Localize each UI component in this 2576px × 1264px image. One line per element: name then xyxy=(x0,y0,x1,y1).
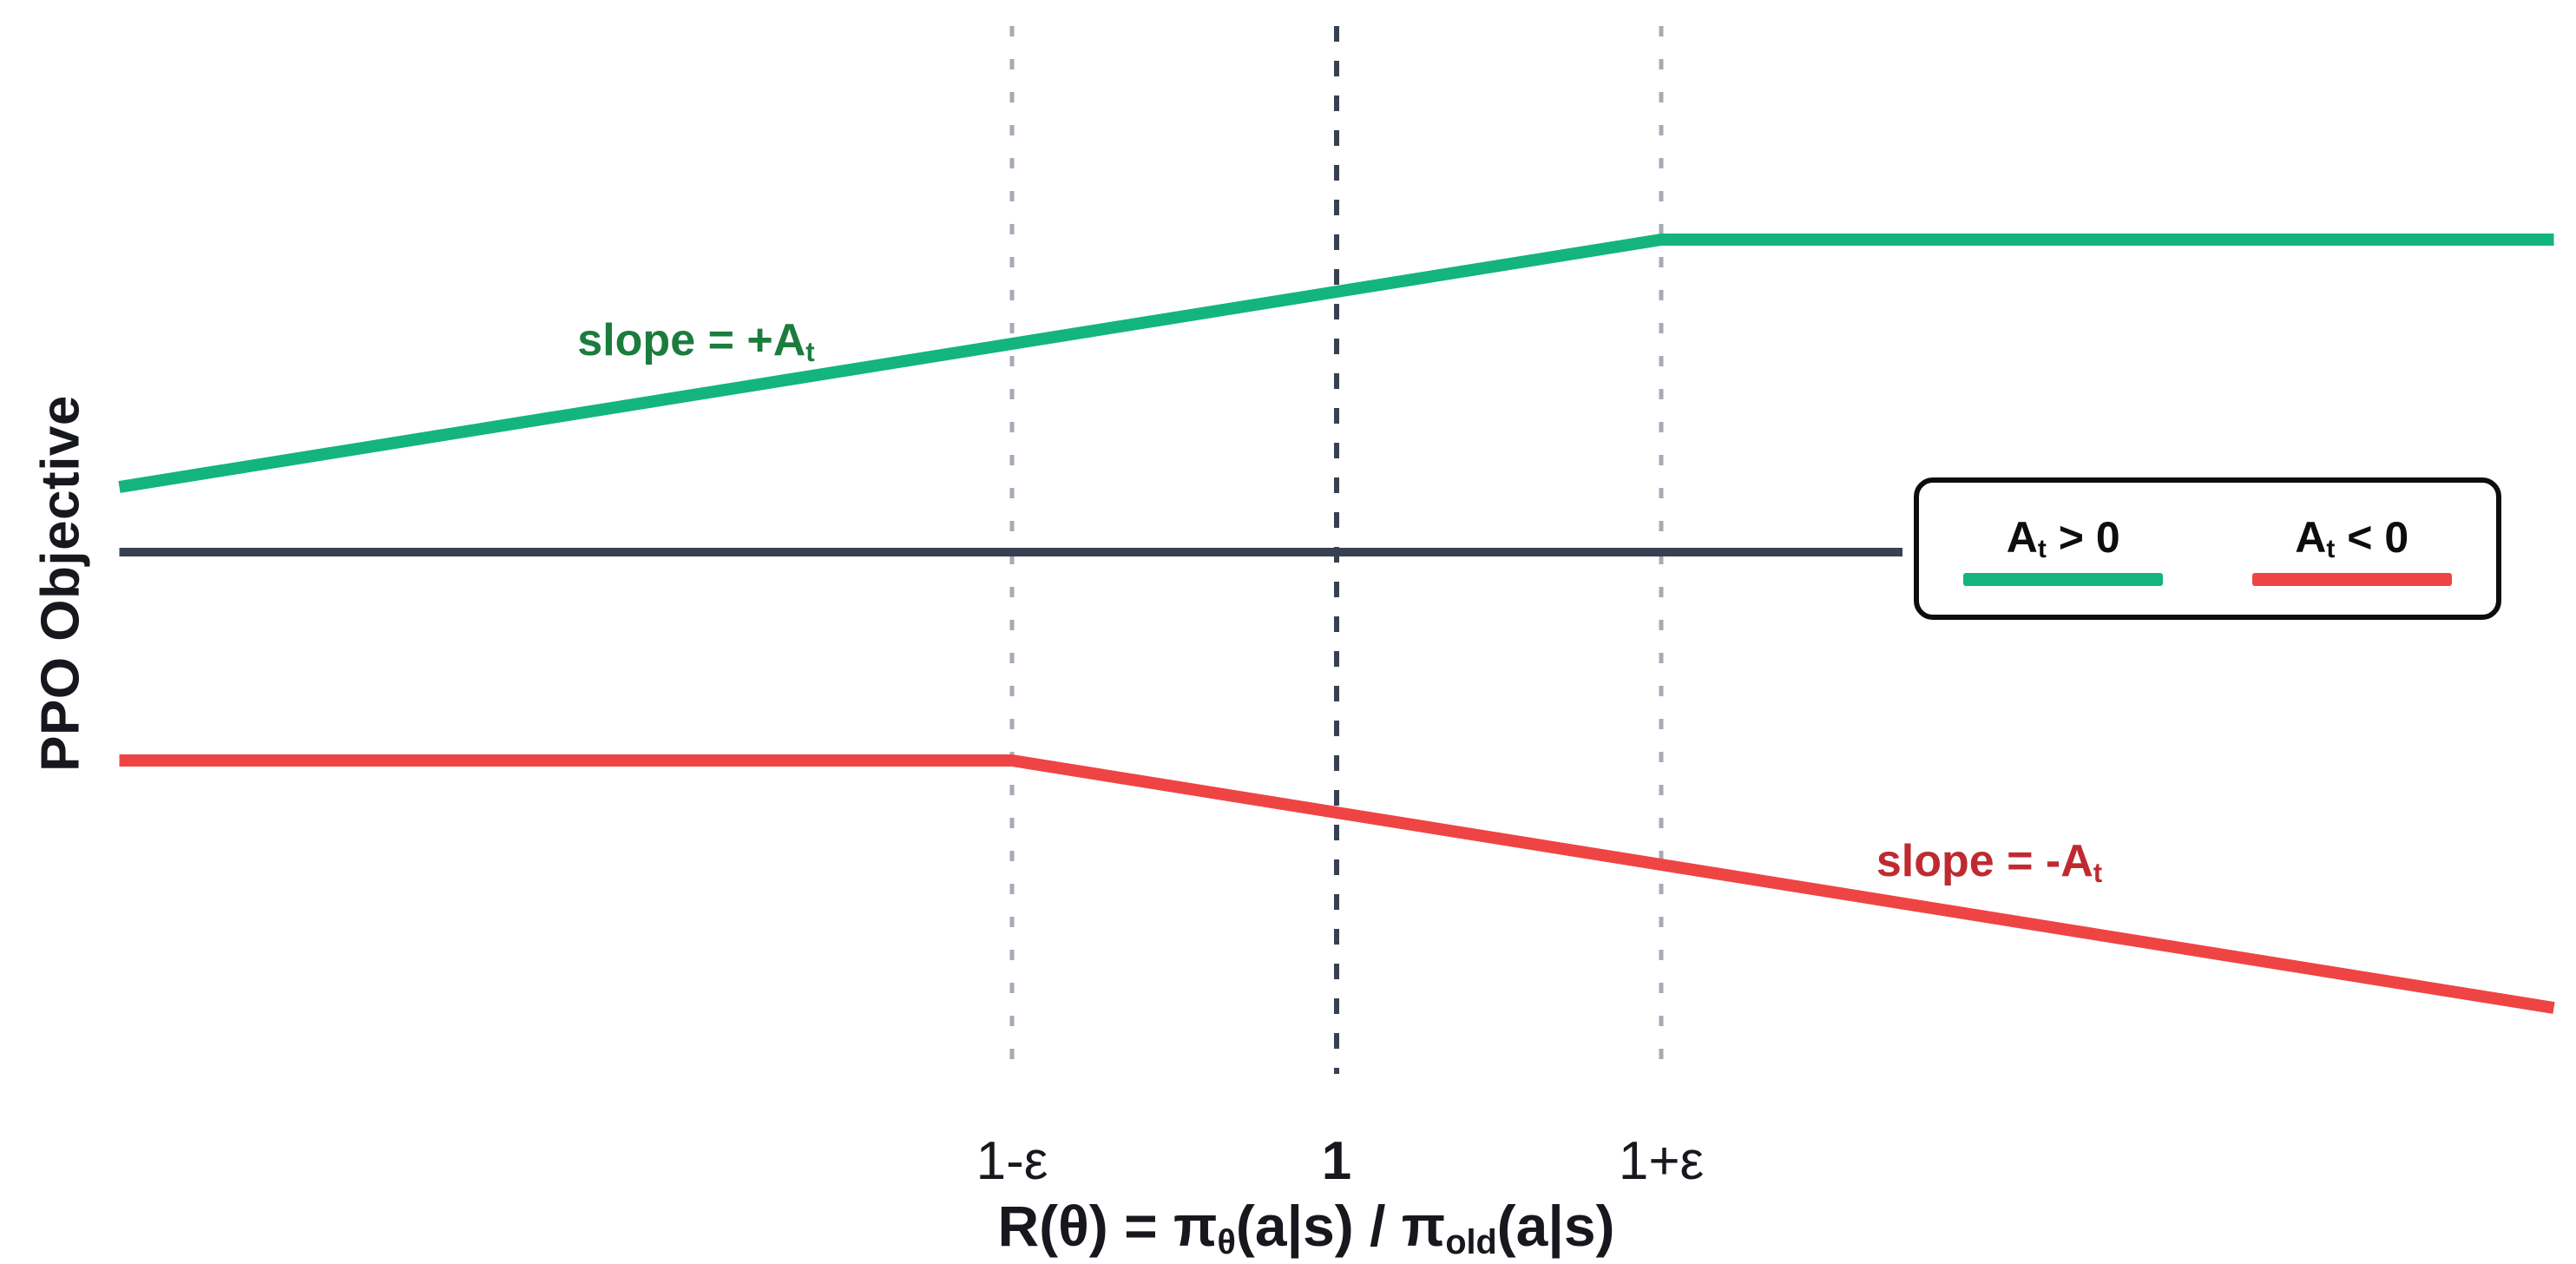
legend-label-a-negative: At < 0 xyxy=(2295,512,2409,564)
x-axis-label: R(θ) = πθ(a|s) / πold(a|s) xyxy=(997,1194,1615,1261)
series-line-a-positive xyxy=(118,234,2554,493)
x-tick-2: 1+ε xyxy=(1618,1131,1705,1191)
legend-swatch-a-positive xyxy=(1963,572,2164,586)
slope-annotation-positive: slope = +At xyxy=(577,315,815,367)
y-axis-label: PPO Objective xyxy=(30,395,91,772)
legend-swatch-a-negative xyxy=(2251,572,2452,586)
legend-item-a-negative: At < 0 xyxy=(2208,512,2497,586)
legend: At > 0 At < 0 xyxy=(1914,477,2501,620)
series-line-a-negative xyxy=(119,754,2555,1014)
x-tick-0: 1-ε xyxy=(976,1131,1048,1191)
slope-annotation-negative: slope = -At xyxy=(1876,836,2103,888)
x-tick-1: 1 xyxy=(1321,1131,1352,1191)
legend-item-a-positive: At > 0 xyxy=(1919,512,2208,586)
legend-label-a-positive: At > 0 xyxy=(2006,512,2120,564)
